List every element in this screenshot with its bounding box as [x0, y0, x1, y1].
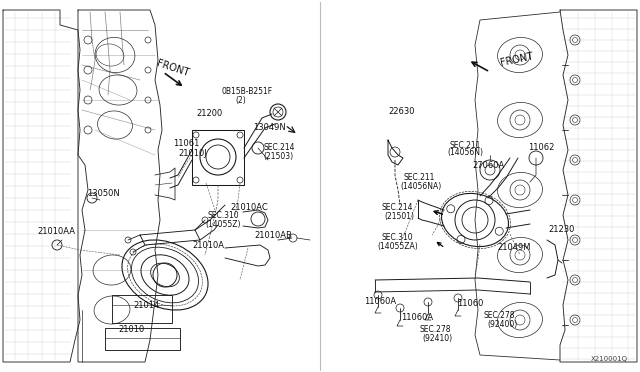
Text: 13049N: 13049N — [253, 122, 285, 131]
Text: FRONT: FRONT — [155, 58, 190, 78]
Text: X210001Q: X210001Q — [591, 356, 628, 362]
Text: (14055Z): (14055Z) — [205, 219, 241, 228]
Text: SEC.310: SEC.310 — [208, 212, 239, 221]
Text: 27060A: 27060A — [472, 160, 504, 170]
Text: SEC.278: SEC.278 — [419, 326, 451, 334]
Text: 11060: 11060 — [457, 298, 483, 308]
Text: (14056N): (14056N) — [447, 148, 483, 157]
Text: SEC.214: SEC.214 — [263, 144, 294, 153]
Text: 11061: 11061 — [173, 138, 200, 148]
Text: SEC.211: SEC.211 — [404, 173, 435, 183]
Bar — [112, 295, 172, 323]
Text: FRONT: FRONT — [499, 52, 534, 68]
Text: 21049M: 21049M — [497, 243, 531, 251]
Text: 21200: 21200 — [196, 109, 222, 118]
Text: SEC.278: SEC.278 — [484, 311, 515, 321]
Text: 21010AB: 21010AB — [254, 231, 292, 241]
Text: 21010: 21010 — [118, 326, 144, 334]
Text: 0B15B-B251F: 0B15B-B251F — [222, 87, 273, 96]
Bar — [105, 328, 180, 350]
Text: (14055ZA): (14055ZA) — [377, 241, 418, 250]
Text: (92400): (92400) — [487, 320, 517, 328]
Text: 11060A: 11060A — [364, 298, 396, 307]
Text: SEC.211: SEC.211 — [450, 141, 481, 150]
Text: 21010AC: 21010AC — [230, 203, 268, 212]
Text: (21503): (21503) — [263, 151, 293, 160]
Text: (21501): (21501) — [384, 212, 414, 221]
Bar — [192, 130, 244, 185]
Text: 11060A: 11060A — [401, 314, 433, 323]
Text: 21014: 21014 — [133, 301, 159, 310]
Text: 21010A: 21010A — [192, 241, 224, 250]
Text: 21010J: 21010J — [178, 148, 207, 157]
Text: 22630: 22630 — [388, 108, 415, 116]
Text: (14056NA): (14056NA) — [400, 182, 441, 190]
Text: 21010AA: 21010AA — [37, 228, 75, 237]
Text: 21230: 21230 — [548, 225, 574, 234]
Text: SEC.310: SEC.310 — [382, 234, 413, 243]
Text: SEC.214: SEC.214 — [381, 203, 413, 212]
Text: (92410): (92410) — [422, 334, 452, 343]
Text: 13050N: 13050N — [87, 189, 120, 198]
Text: (2): (2) — [235, 96, 246, 106]
Text: 11062: 11062 — [528, 144, 554, 153]
